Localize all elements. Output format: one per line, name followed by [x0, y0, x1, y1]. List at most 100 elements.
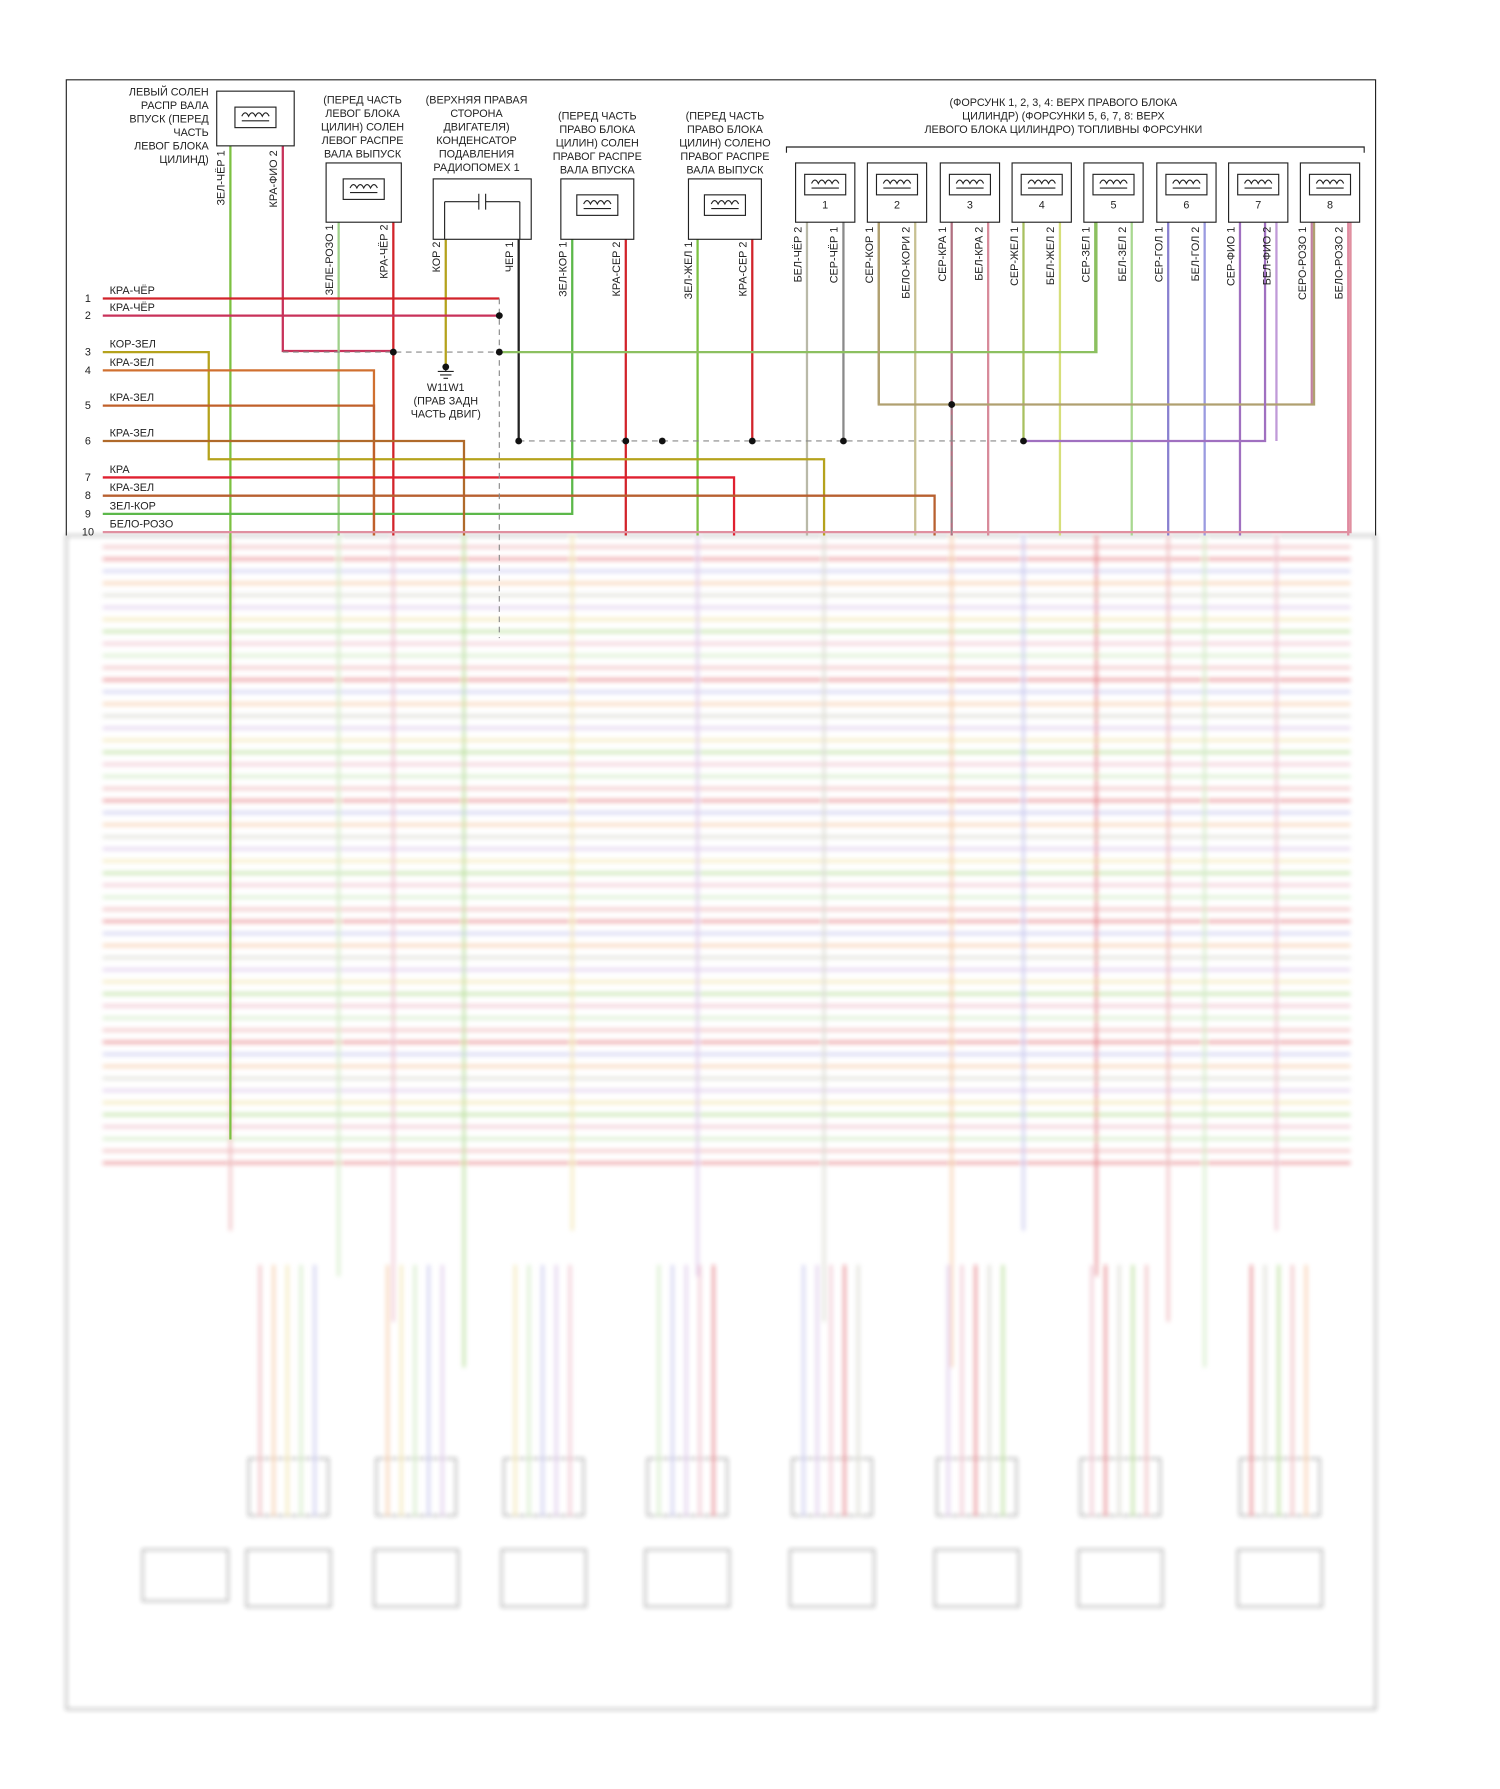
pin-label: БЕЛО-РОЗО 2	[1334, 227, 1346, 300]
wire-name: СЕР-ЖЕЛ	[1009, 236, 1021, 286]
injector-number: 4	[1039, 200, 1045, 212]
module-box	[501, 1549, 587, 1608]
pin-label: СЕРО-РОЗО 1	[1297, 227, 1309, 300]
pin-number: 1	[1297, 227, 1309, 233]
splice-dot	[622, 437, 630, 445]
pin-label: БЕЛ-ФИО 2	[1262, 227, 1274, 285]
component-label: ПРАВО БЛОКА	[559, 124, 636, 136]
wire	[281, 145, 394, 353]
module-box	[644, 1549, 731, 1608]
splice-dot	[495, 348, 503, 356]
wire-name: СЕР-ЗЕЛ	[1081, 236, 1093, 283]
row-number: 2	[85, 310, 91, 322]
pin-label: КРА-ФИО 2	[268, 150, 280, 207]
component-box	[560, 178, 635, 240]
pin-label: БЕЛ-ЧЁР 2	[792, 227, 804, 283]
pin-label: БЕЛО-КОРИ 2	[901, 227, 913, 299]
row-wire: КРА-ЧЁР	[110, 285, 155, 297]
component-label: ЛЕВОГ БЛОКА	[325, 108, 400, 120]
wire-name: БЕЛ-ЗЕЛ	[1117, 236, 1129, 282]
pin-label: СЕР-ЧЁР 1	[829, 227, 841, 283]
wire	[102, 476, 736, 536]
row-wire: КРА-ЗЕЛ	[110, 482, 154, 494]
wire	[499, 222, 1098, 354]
pin-number: 1	[216, 150, 228, 156]
injector-number: 7	[1255, 200, 1261, 212]
component-label: КОНДЕНСАТОР	[436, 135, 516, 147]
injector-number: 5	[1110, 200, 1116, 212]
splice-dot	[389, 348, 397, 356]
wire	[877, 222, 1316, 406]
coil-frame	[1020, 173, 1063, 196]
coil-frame	[342, 178, 385, 200]
pin-number: 1	[937, 227, 949, 233]
pin-number: 2	[973, 227, 985, 233]
coil	[349, 184, 378, 194]
pin-number: 2	[792, 227, 804, 233]
pin-number: 2	[1190, 227, 1202, 233]
pin-label: СЕР-КРА 1	[937, 227, 949, 282]
pin-number: 2	[611, 242, 623, 248]
component-label: ЦИЛИН) СОЛЕН	[321, 122, 404, 134]
pin-label: КРА-СЕР 2	[611, 242, 623, 297]
pin-label: БЕЛ-КРА 2	[973, 227, 985, 281]
wire-name: ЗЕЛ-КОР	[558, 251, 570, 297]
coil	[955, 179, 985, 189]
component-label: ПОДАВЛЕНИЯ	[439, 148, 514, 160]
coil-frame	[1165, 173, 1208, 196]
wire	[102, 222, 1352, 534]
coil	[1244, 179, 1273, 189]
pin-label: СЕР-ГОЛ 1	[1153, 227, 1165, 283]
splice-dot	[1020, 437, 1027, 445]
splice-dot	[748, 437, 756, 445]
pin-label: ЗЕЛЕ-РОЗО 1	[324, 224, 336, 295]
wire	[102, 439, 466, 536]
wire-name: ЗЕЛЕ-РОЗО	[324, 234, 336, 296]
module-box	[1077, 1549, 1164, 1608]
injector-number: 6	[1183, 200, 1189, 212]
splice-dot	[515, 437, 523, 445]
splice-dot	[495, 312, 503, 320]
component-label: ДВИГАТЕЛЯ)	[443, 122, 509, 134]
pin-label: ЧЕР 1	[504, 242, 516, 273]
component-label: РАСПР ВАЛА	[141, 100, 210, 112]
pin-label: СЕР-ФИО 1	[1225, 227, 1237, 286]
coil	[710, 199, 740, 210]
wire-name: БЕЛ-ФИО	[1262, 236, 1274, 285]
coil-frame	[875, 173, 919, 196]
component-label: (ПЕРЕД ЧАСТЬ	[558, 111, 637, 123]
wire-name: СЕР-ГОЛ	[1153, 236, 1165, 282]
pin-label: СЕР-ЖЕЛ 1	[1009, 227, 1021, 286]
row-number: 4	[85, 365, 91, 377]
blurred-section	[65, 534, 1377, 1710]
injector-box	[1011, 162, 1072, 223]
component-label: ЦИЛИН) СОЛЕН	[556, 138, 639, 150]
row-wire: КРА-ЧЁР	[110, 302, 155, 314]
component-label: СТОРОНА	[450, 108, 503, 120]
row-wire: КРА-ЗЕЛ	[110, 357, 154, 369]
coil	[1027, 179, 1056, 189]
pin-number: 1	[829, 227, 841, 233]
injector-number: 3	[967, 200, 973, 212]
pin-label: СЕР-ЗЕЛ 1	[1081, 227, 1093, 283]
pin-number: 1	[1009, 227, 1021, 233]
coil	[1315, 179, 1345, 189]
pin-label: СЕР-КОР 1	[864, 227, 876, 284]
ground-label: W11W1	[427, 382, 465, 394]
injector-box	[1299, 162, 1361, 223]
injectors-title: (ФОРСУНК 1, 2, 3, 4: ВЕРХ ПРАВОГО БЛОКА	[950, 97, 1178, 109]
row-number: 5	[85, 400, 91, 412]
injectors-title: ЦИЛИНДР) (ФОРСУНКИ 5, 6, 7, 8: ВЕРХ	[962, 110, 1165, 122]
row-wire: КОР-ЗЕЛ	[110, 339, 156, 351]
wire-name: БЕЛ-ЧЁР	[792, 236, 804, 283]
injector-number: 1	[822, 200, 828, 212]
injector-box	[1083, 162, 1144, 223]
pin-number: 1	[1225, 227, 1237, 233]
row-number: 9	[85, 508, 91, 520]
splice-dot	[948, 401, 956, 408]
ground-label: (ПРАВ ЗАДН	[413, 395, 478, 407]
pin-label: ЗЕЛ-КОР 1	[558, 242, 570, 297]
pin-label: БЕЛ-ЖЕЛ 2	[1045, 227, 1057, 285]
